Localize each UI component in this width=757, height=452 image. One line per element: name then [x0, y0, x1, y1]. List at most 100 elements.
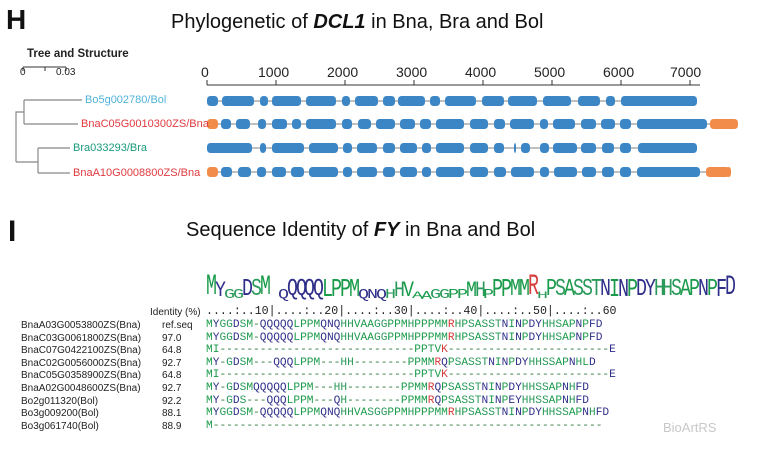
logo-letter: G [429, 287, 441, 303]
exon-block [355, 96, 378, 106]
logo-letter: A [411, 291, 423, 302]
exon-block [581, 119, 596, 129]
alignment-row-name: BnaC03G0061800ZS(Bna) [21, 332, 142, 344]
panel-i-title: Sequence Identity of FY in Bna and Bol [186, 219, 535, 242]
alignment-row-sequence: MY-GDSMQQQQQLPPM---HH--------PPMMRQPSASS… [206, 382, 589, 394]
exon-block [494, 119, 505, 129]
exon-block [620, 167, 631, 177]
exon-block [383, 167, 395, 177]
gene-label-bnac05g0010300zs: BnaC05G0010300ZS/Bna [81, 118, 209, 130]
logo-letter: Y [214, 278, 226, 303]
exon-block [494, 143, 504, 153]
alignment-row-identity: 97.0 [162, 332, 182, 344]
alignment-row-sequence: MY-GDS---QQQLPPM---QH--------PPMMRQPSASS… [206, 394, 589, 407]
logo-letter: Q [304, 276, 316, 303]
logo-letter: D [241, 276, 253, 303]
logo-letter: Y [644, 276, 656, 303]
panel-letter-h: H [6, 4, 27, 35]
exon-block [309, 167, 338, 177]
logo-letter: A [680, 276, 692, 303]
utr-block [710, 119, 738, 129]
alignment-row-name: BnaA03G0053800ZS(Bna) [21, 320, 141, 331]
axis-tick-label: 4000 [465, 64, 497, 80]
exon-block [400, 119, 415, 129]
exon-block [357, 167, 377, 177]
exon-block [420, 119, 431, 129]
exon-block [222, 96, 254, 106]
tree-heading: Tree and Structure [27, 48, 129, 60]
identity-header: Identity (%) [150, 307, 201, 318]
utr-block [207, 119, 218, 129]
exon-block [221, 167, 232, 177]
logo-letter: S [581, 276, 593, 303]
exon-block [470, 119, 488, 129]
exon-block [376, 119, 395, 129]
exon-block [357, 143, 377, 153]
exon-block [578, 96, 600, 106]
exon-block [581, 143, 596, 153]
logo-letter: Q [376, 287, 388, 303]
utr-block [727, 167, 731, 177]
axis-tick-label: 2000 [327, 64, 359, 80]
panel-i-title-prefix: Sequence Identity of [186, 219, 374, 241]
phylogenetic-tree [15, 99, 82, 174]
exon-block [358, 119, 371, 129]
exon-block [511, 167, 534, 177]
watermark: BioArtRS [663, 420, 717, 435]
logo-letter: H [662, 276, 674, 303]
exon-block [553, 143, 577, 153]
panel-h-title-gene: DCL1 [313, 11, 366, 33]
exon-block [582, 167, 596, 177]
exon-block [436, 143, 464, 153]
exon-block [637, 167, 700, 177]
panel-i-title-gene: FY [373, 219, 400, 241]
exon-block [383, 143, 395, 153]
exon-block [272, 119, 287, 129]
exon-block [236, 119, 250, 129]
exon-block [540, 119, 548, 129]
tree-scale-003: 0.03 [56, 67, 76, 78]
logo-letter: P [447, 287, 459, 303]
logo-letter: H [537, 291, 549, 302]
exon-block [258, 119, 266, 129]
exon-block [309, 143, 338, 153]
alignment-row-identity: 88.9 [162, 420, 182, 432]
alignment-row-sequence: MYGGDSM-QQQQQLPPMQNQHHVASGGPPMHPPPMMRHPS… [206, 407, 610, 420]
logo-letter: V [402, 278, 414, 303]
logo-letter: Q [295, 276, 307, 303]
logo-letter: P [456, 287, 468, 303]
logo-letter: A [564, 276, 575, 303]
axis-tick-label: 7000 [670, 64, 702, 80]
alignment-row-name: Bo3g009200(Bol) [21, 408, 99, 420]
position-ruler: ....:..10|....:..20|....:..30|....:..40|… [206, 305, 617, 318]
alignment-row-name: BnaC05G0358900ZS(Bna) [21, 370, 142, 382]
alignment-row-identity: 88.1 [162, 408, 182, 420]
exon-block [470, 167, 488, 177]
exon-block [620, 119, 631, 129]
utr-block [207, 167, 218, 177]
logo-letter: A [420, 289, 432, 303]
logo-letter: T [590, 276, 602, 303]
logo-letter: P [331, 274, 343, 304]
exon-block [482, 96, 504, 106]
exon-block [260, 143, 266, 153]
axis-tick-label: 0 [201, 64, 209, 80]
exon-block [292, 119, 301, 129]
logo-letter: P [492, 274, 504, 304]
exon-block [343, 167, 352, 177]
logo-letter: N [599, 276, 611, 303]
logo-letter: M [206, 270, 217, 304]
panel-h-title-suffix: in Bna, Bra and Bol [365, 11, 544, 33]
panel-letter-i: I [8, 215, 17, 248]
alignment-row-identity: 92.7 [162, 357, 182, 369]
alignment-row-sequence: MY-GDSM---QQQLPPM---HH--------PPMMRQPSAS… [206, 356, 596, 369]
exon-block [508, 96, 537, 106]
logo-letter: F [716, 274, 728, 304]
exon-block [430, 96, 440, 106]
utr-block [706, 167, 730, 177]
exon-block [602, 167, 614, 177]
exon-block [272, 96, 301, 106]
alignment-row-identity: 64.8 [162, 345, 182, 357]
exon-block [638, 143, 697, 153]
